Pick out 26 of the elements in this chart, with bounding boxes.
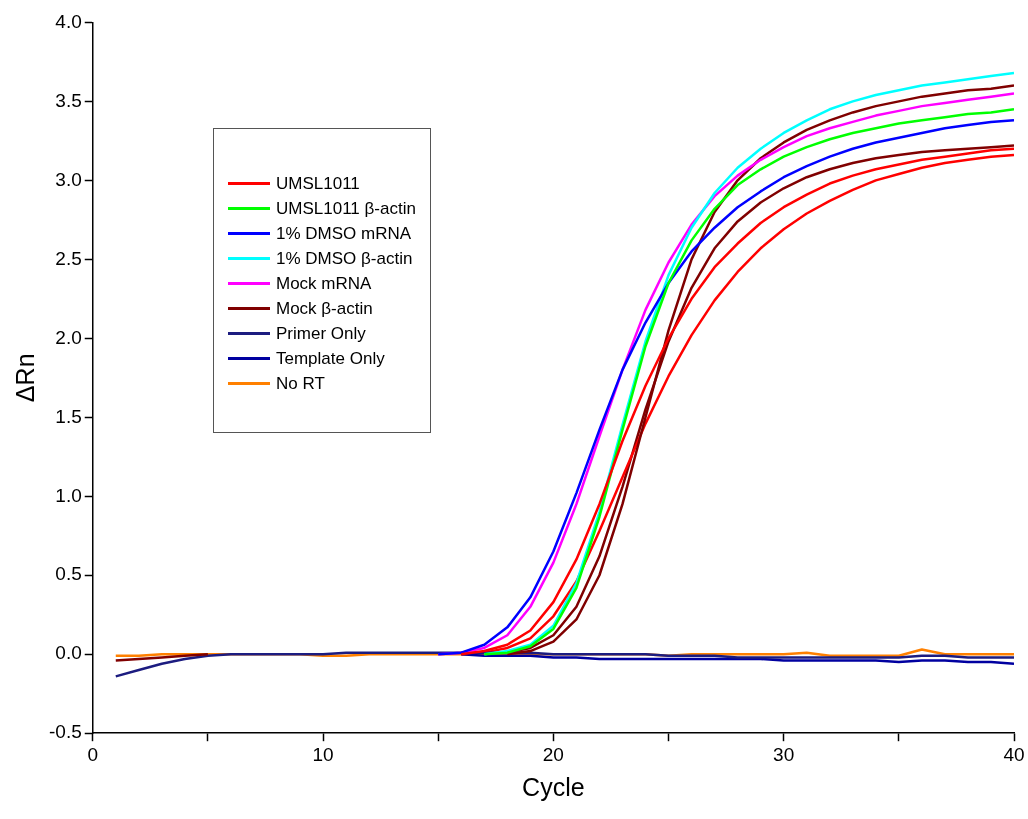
legend-label: No RT xyxy=(276,373,325,394)
y-tick-label: 2.5 xyxy=(55,247,82,269)
x-tick-label: 20 xyxy=(542,743,564,765)
y-tick-label: 3.5 xyxy=(55,89,82,111)
y-tick-label: 2.0 xyxy=(55,326,82,348)
legend-label: Mock β-actin xyxy=(276,298,373,319)
x-tick-label: 0 xyxy=(87,743,99,765)
legend-label: Template Only xyxy=(276,348,385,369)
y-tick-label: 1.0 xyxy=(55,484,82,506)
y-tick-label: 0.0 xyxy=(55,642,82,664)
y-tick-label: 3.0 xyxy=(55,168,82,190)
x-axis-title: Cycle xyxy=(522,772,585,801)
y-tick-label: 1.5 xyxy=(55,405,82,427)
x-tick-label: 10 xyxy=(312,743,334,765)
legend-label: Primer Only xyxy=(276,323,366,344)
legend-label: UMSL1011 xyxy=(276,173,360,194)
y-tick-label: 4.0 xyxy=(55,10,82,32)
legend-label: 1% DMSO mRNA xyxy=(276,223,412,244)
legend-label: 1% DMSO β-actin xyxy=(276,248,413,269)
y-tick-label: 0.5 xyxy=(55,563,82,585)
legend-label: UMSL1011 β-actin xyxy=(276,198,416,219)
legend-label: Mock mRNA xyxy=(276,273,372,294)
y-axis-title: ΔRn xyxy=(10,353,39,403)
x-tick-label: 30 xyxy=(773,743,795,765)
y-tick-label: -0.5 xyxy=(48,721,82,743)
x-tick-label: 40 xyxy=(1003,743,1025,765)
